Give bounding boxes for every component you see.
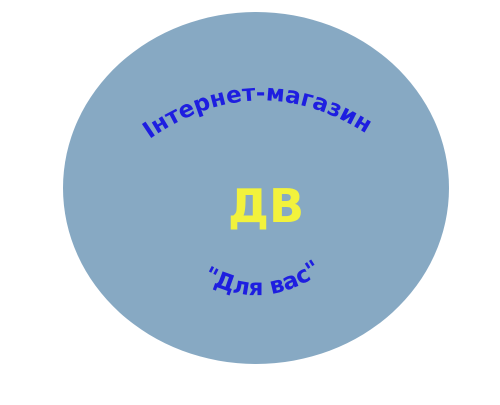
logo-circle [63,12,449,364]
logo-center-text: ДВ [228,179,304,233]
